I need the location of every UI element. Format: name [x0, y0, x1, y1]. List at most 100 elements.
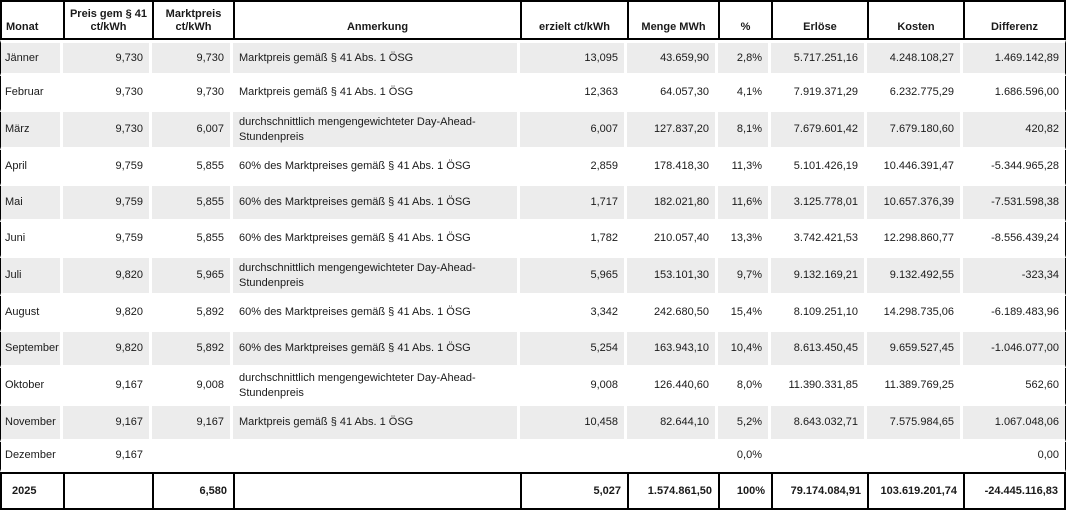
cell-differenz: -7.531.598,38 [963, 186, 1066, 222]
total-cell-erloese: 79.174.084,91 [771, 472, 867, 510]
cell-percent: 4,1% [718, 76, 771, 112]
col-header-percent: % [718, 0, 771, 40]
cell-monat: März [0, 112, 63, 150]
cell-preis: 9,167 [63, 368, 152, 406]
cell-marktpreis: 5,892 [152, 296, 233, 332]
cell-marktpreis: 5,855 [152, 150, 233, 186]
cell-anmerkung: Marktpreis gemäß § 41 Abs. 1 ÖSG [233, 406, 520, 442]
table-row: Jänner 9,730 9,730 Marktpreis gemäß § 41… [0, 40, 1066, 76]
total-cell-marktpreis: 6,580 [152, 472, 233, 510]
col-header-anmerkung: Anmerkung [233, 0, 520, 40]
cell-preis: 9,820 [63, 332, 152, 368]
cell-differenz: -5.344.965,28 [963, 150, 1066, 186]
cell-erzielt: 1,717 [520, 186, 627, 222]
cell-percent: 2,8% [718, 40, 771, 76]
cell-preis: 9,759 [63, 186, 152, 222]
cell-percent: 10,4% [718, 332, 771, 368]
cell-erloese: 3.125.778,01 [771, 186, 867, 222]
cell-anmerkung: durchschnittlich mengengewichteter Day-A… [233, 368, 520, 406]
cell-preis: 9,759 [63, 222, 152, 258]
cell-differenz: 1.686.596,00 [963, 76, 1066, 112]
cell-menge: 82.644,10 [627, 406, 718, 442]
cell-kosten: 9.132.492,55 [867, 258, 963, 296]
cell-anmerkung: Marktpreis gemäß § 41 Abs. 1 ÖSG [233, 76, 520, 112]
cell-menge: 163.943,10 [627, 332, 718, 368]
cell-percent: 9,7% [718, 258, 771, 296]
cell-percent: 8,1% [718, 112, 771, 150]
total-cell-menge: 1.574.861,50 [627, 472, 718, 510]
cell-menge: 178.418,30 [627, 150, 718, 186]
col-header-preis-gem-41: Preis gem § 41 ct/kWh [63, 0, 152, 40]
cell-erzielt: 5,254 [520, 332, 627, 368]
cell-erloese: 8.109.251,10 [771, 296, 867, 332]
cell-percent: 5,2% [718, 406, 771, 442]
cell-anmerkung: 60% des Marktpreises gemäß § 41 Abs. 1 Ö… [233, 150, 520, 186]
cell-preis: 9,730 [63, 40, 152, 76]
cell-menge: 126.440,60 [627, 368, 718, 406]
cell-marktpreis: 5,855 [152, 222, 233, 258]
cell-erzielt: 9,008 [520, 368, 627, 406]
cell-kosten: 11.389.769,25 [867, 368, 963, 406]
cell-differenz: -6.189.483,96 [963, 296, 1066, 332]
cell-erzielt: 5,965 [520, 258, 627, 296]
cell-percent: 13,3% [718, 222, 771, 258]
cell-preis: 9,730 [63, 76, 152, 112]
table-row: Juli 9,820 5,965 durchschnittlich mengen… [0, 258, 1066, 296]
cell-marktpreis: 9,167 [152, 406, 233, 442]
table-row: Mai 9,759 5,855 60% des Marktpreises gem… [0, 186, 1066, 222]
cell-erloese: 9.132.169,21 [771, 258, 867, 296]
cell-marktpreis: 5,892 [152, 332, 233, 368]
cell-erloese: 11.390.331,85 [771, 368, 867, 406]
col-header-marktpreis: Marktpreis ct/kWh [152, 0, 233, 40]
cell-kosten: 7.679.180,60 [867, 112, 963, 150]
cell-marktpreis: 9,730 [152, 40, 233, 76]
cell-marktpreis [152, 442, 233, 472]
cell-preis: 9,820 [63, 258, 152, 296]
cell-percent: 11,6% [718, 186, 771, 222]
cell-monat: Juni [0, 222, 63, 258]
cell-marktpreis: 5,965 [152, 258, 233, 296]
cell-anmerkung: Marktpreis gemäß § 41 Abs. 1 ÖSG [233, 40, 520, 76]
cell-menge: 64.057,30 [627, 76, 718, 112]
cell-percent: 15,4% [718, 296, 771, 332]
cell-kosten: 9.659.527,45 [867, 332, 963, 368]
cell-monat: Februar [0, 76, 63, 112]
cell-erzielt: 12,363 [520, 76, 627, 112]
total-row: 2025 6,580 5,027 1.574.861,50 100% 79.17… [0, 472, 1066, 510]
table-row: Dezember 9,167 0,0% 0,00 [0, 442, 1066, 472]
cell-kosten: 4.248.108,27 [867, 40, 963, 76]
cell-differenz: -8.556.439,24 [963, 222, 1066, 258]
cell-differenz: -1.046.077,00 [963, 332, 1066, 368]
cell-kosten: 14.298.735,06 [867, 296, 963, 332]
cell-preis: 9,167 [63, 406, 152, 442]
col-header-menge-mwh: Menge MWh [627, 0, 718, 40]
cell-kosten: 10.657.376,39 [867, 186, 963, 222]
cell-kosten: 12.298.860,77 [867, 222, 963, 258]
header-row: Monat Preis gem § 41 ct/kWh Marktpreis c… [0, 0, 1066, 40]
cell-monat: Juli [0, 258, 63, 296]
cell-anmerkung: durchschnittlich mengengewichteter Day-A… [233, 112, 520, 150]
cell-menge: 127.837,20 [627, 112, 718, 150]
cell-differenz: 0,00 [963, 442, 1066, 472]
cell-anmerkung: 60% des Marktpreises gemäß § 41 Abs. 1 Ö… [233, 332, 520, 368]
cell-marktpreis: 6,007 [152, 112, 233, 150]
table-row: April 9,759 5,855 60% des Marktpreises g… [0, 150, 1066, 186]
cell-erloese [771, 442, 867, 472]
cell-preis: 9,759 [63, 150, 152, 186]
cell-anmerkung [233, 442, 520, 472]
cell-percent: 8,0% [718, 368, 771, 406]
cell-kosten: 10.446.391,47 [867, 150, 963, 186]
col-header-erzielt: erzielt ct/kWh [520, 0, 627, 40]
cell-erloese: 7.919.371,29 [771, 76, 867, 112]
table-row: November 9,167 9,167 Marktpreis gemäß § … [0, 406, 1066, 442]
col-header-erloese: Erlöse [771, 0, 867, 40]
cell-erzielt: 2,859 [520, 150, 627, 186]
cell-kosten: 7.575.984,65 [867, 406, 963, 442]
cell-monat: August [0, 296, 63, 332]
cell-marktpreis: 9,008 [152, 368, 233, 406]
total-cell-anmerkung [233, 472, 520, 510]
total-cell-erzielt: 5,027 [520, 472, 627, 510]
cell-preis: 9,730 [63, 112, 152, 150]
col-header-differenz: Differenz [963, 0, 1066, 40]
